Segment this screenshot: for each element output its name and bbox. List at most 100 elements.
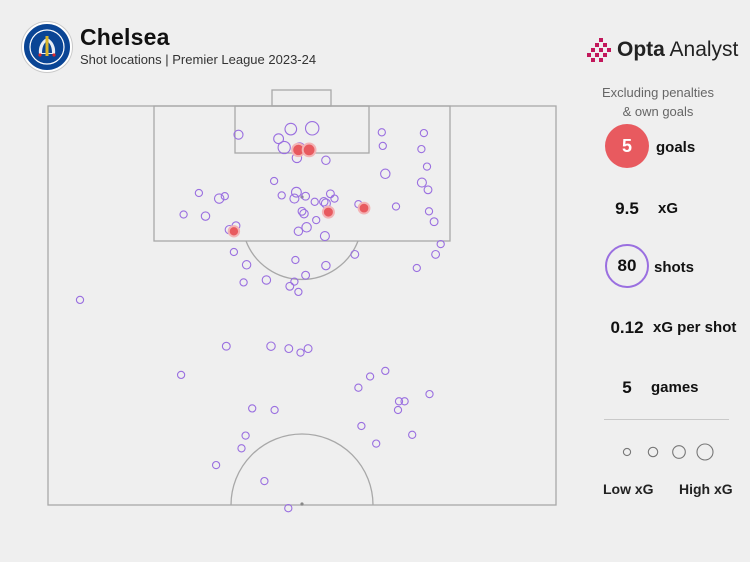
goals-label: goals: [656, 139, 696, 156]
shot-marker: [194, 188, 204, 198]
shot-marker: [423, 185, 433, 195]
shot-marker: [237, 444, 246, 453]
note-line-2: & own goals: [622, 104, 694, 119]
shot-marker: [301, 222, 312, 233]
shot-marker: [419, 128, 429, 138]
shot-marker: [220, 192, 229, 201]
shot-marker: [431, 249, 441, 259]
shot-marker: [312, 215, 321, 225]
shot-marker: [273, 133, 285, 145]
shot-marker: [319, 231, 330, 242]
shot-marker: [233, 129, 244, 140]
centre-spot: [300, 502, 304, 506]
shot-marker: [290, 186, 302, 198]
shot-marker: [350, 249, 360, 259]
shot-marker: [422, 162, 432, 171]
xg-per-shot-value: 0.12: [610, 318, 644, 337]
shot-marker: [301, 270, 311, 280]
shot-marker: [75, 295, 85, 305]
legend-size-circle: [647, 446, 659, 458]
shot-marker: [266, 341, 276, 351]
goal-marker: [357, 201, 371, 215]
shot-marker: [229, 247, 239, 257]
shot-marker: [310, 197, 319, 206]
shot-marker: [380, 168, 391, 180]
opta-analyst-logo: Opta Analyst: [584, 36, 740, 66]
shot-marker: [260, 476, 269, 486]
shot-marker: [291, 255, 300, 265]
legend-size-circle: [696, 443, 714, 461]
shot-marker: [285, 281, 295, 291]
shot-marker: [330, 194, 339, 203]
shot-marker: [221, 341, 231, 351]
goal-frame: [271, 89, 332, 107]
shot-marker: [436, 239, 445, 249]
shot-marker: [393, 405, 403, 415]
shot-marker: [424, 207, 434, 216]
shot-marker: [241, 260, 252, 270]
goals-value-badge: 5: [605, 124, 649, 168]
shot-marker: [269, 176, 279, 186]
legend-size-circle: [672, 445, 686, 459]
shots-label: shots: [654, 259, 695, 276]
shot-marker: [299, 208, 309, 219]
pitch-outline: [47, 105, 557, 506]
opta-mark-icon: [587, 38, 611, 62]
legend-divider: [604, 419, 729, 420]
page-title: Chelsea: [80, 24, 170, 50]
shot-marker: [372, 439, 381, 448]
xg-label: xG: [658, 200, 679, 217]
shot-marker: [381, 366, 390, 376]
shot-marker: [325, 189, 335, 199]
shot-marker: [304, 121, 320, 136]
shot-marker: [429, 217, 439, 227]
shot-marker: [301, 191, 311, 201]
shot-marker: [408, 430, 417, 439]
goal-marker: [321, 205, 335, 219]
shot-marker: [400, 397, 409, 406]
shot-marker: [261, 275, 272, 285]
shot-marker: [357, 421, 366, 431]
shot-marker: [394, 397, 404, 406]
shot-marker: [284, 344, 294, 354]
shot-marker: [354, 383, 363, 392]
shot-marker: [270, 405, 279, 415]
brand-bold-text: Opta: [617, 38, 665, 61]
games-label: games: [651, 379, 699, 396]
shot-marker: [416, 177, 427, 188]
chelsea-crest-logo: [22, 22, 72, 72]
shot-marker: [303, 344, 313, 354]
shot-marker: [412, 263, 421, 273]
centre-circle: [230, 433, 374, 506]
games-value: 5: [622, 378, 632, 397]
shot-marker: [179, 210, 188, 219]
shot-marker: [297, 206, 307, 216]
xg-value: 9.5: [615, 199, 639, 218]
shot-marker: [319, 197, 329, 207]
shot-marker: [284, 504, 293, 513]
shot-marker: [377, 128, 386, 137]
penalty-arc: [245, 240, 359, 281]
brand-light-text: Analyst: [664, 38, 739, 61]
shot-marker: [248, 404, 257, 413]
legend-low-label: Low xG: [603, 481, 654, 497]
shot-marker: [321, 155, 331, 166]
shots-value-badge: 80: [605, 244, 649, 288]
shot-marker: [296, 348, 305, 357]
shot-marker: [378, 141, 387, 151]
shot-marker: [293, 226, 304, 237]
legend-high-label: High xG: [679, 481, 733, 497]
shot-marker: [176, 370, 186, 380]
shot-marker: [365, 372, 375, 381]
shot-marker: [425, 389, 434, 399]
shot-marker: [239, 278, 248, 287]
shot-marker: [391, 202, 401, 211]
shot-marker: [200, 211, 211, 221]
shot-marker: [284, 122, 298, 136]
shots-layer: [75, 121, 445, 513]
goal-marker: [301, 142, 317, 158]
penalty-area: [153, 105, 451, 242]
page-subtitle: Shot locations | Premier League 2023-24: [80, 52, 317, 67]
shot-marker: [211, 460, 221, 470]
